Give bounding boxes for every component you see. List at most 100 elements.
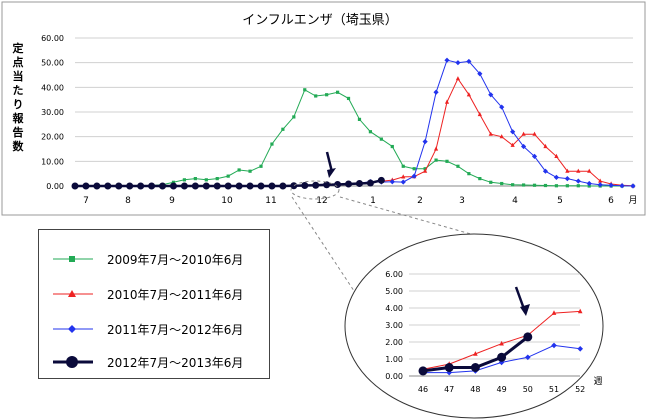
data-point [180, 182, 188, 190]
data-point [477, 111, 482, 117]
data-point [334, 181, 342, 189]
data-point [323, 181, 331, 189]
data-point [423, 168, 428, 173]
inset-y-tick-label: 0.00 [385, 372, 403, 381]
main-x-unit: 月 [628, 195, 637, 206]
data-point [510, 129, 516, 135]
data-point [564, 176, 570, 182]
inset-y-tick-label: 2.00 [385, 338, 403, 347]
inset-chart-frame [344, 233, 604, 419]
data-point [470, 363, 480, 372]
data-point [93, 182, 101, 190]
data-point [542, 168, 549, 174]
legend-marker-square [53, 256, 93, 262]
zoom-connector-right [339, 196, 493, 241]
data-point [355, 180, 363, 188]
data-point [511, 183, 515, 187]
data-point [246, 182, 254, 190]
data-point [368, 130, 373, 134]
legend-item: 2012年7月～2013年6月 [39, 347, 269, 377]
data-point [191, 182, 199, 190]
main-chart-title: インフルエンザ（埼玉県） [242, 13, 398, 28]
data-point [467, 172, 471, 176]
arrow-shaft [325, 151, 334, 173]
main-x-tick-label: 12 [316, 196, 327, 206]
inset-series [418, 308, 583, 376]
data-point [169, 182, 177, 190]
data-point [456, 164, 460, 168]
main-series [71, 57, 636, 190]
data-point [608, 182, 614, 188]
data-point [346, 96, 351, 101]
data-point [357, 117, 362, 121]
data-point [619, 183, 625, 189]
data-point [521, 183, 526, 187]
data-point [488, 131, 493, 136]
main-y-tick-label: 10.00 [41, 157, 64, 166]
main-y-tick-label: 50.00 [41, 59, 64, 68]
legend-item: 2011年7月～2012年6月 [39, 314, 269, 344]
main-y-tick-label: 0.00 [46, 182, 64, 191]
legend-item: 2009年7月～2010年6月 [39, 244, 269, 274]
main-x-tick-label: 1 [370, 196, 376, 206]
inset-x-tick-label: 50 [523, 385, 533, 394]
data-point [301, 182, 309, 190]
main-x-tick-label: 10 [221, 196, 233, 206]
inset-y-ticks: 0.00 1.00 2.00 3.00 4.00 5.00 6.00 [385, 270, 403, 381]
legend-label: 2012年7月～2013年6月 [107, 356, 244, 370]
data-point [325, 93, 329, 97]
inset-x-tick-label: 46 [418, 385, 428, 394]
data-point [237, 168, 241, 172]
data-point [281, 127, 285, 131]
main-y-axis-label-char: 報 [13, 111, 25, 125]
data-point [525, 354, 531, 361]
main-x-tick-label: 2 [417, 196, 423, 206]
data-point [587, 168, 592, 173]
data-point [377, 176, 385, 184]
legend: 2009年7月～2010年6月 2010年7月～2011年6月 2011年7月～… [38, 229, 270, 379]
data-point [248, 169, 252, 173]
data-point [202, 182, 210, 190]
data-point [390, 144, 394, 149]
arrow-head [327, 168, 336, 178]
data-point [444, 57, 450, 63]
data-point [71, 182, 79, 190]
data-point [182, 178, 187, 182]
data-point [412, 167, 416, 171]
data-point [531, 153, 538, 159]
data-point [148, 182, 156, 190]
data-point [598, 178, 603, 183]
data-point [565, 184, 569, 188]
data-point [444, 99, 450, 104]
data-point [532, 131, 537, 136]
inset-y-tick-label: 1.00 [385, 355, 403, 364]
data-point [577, 308, 583, 314]
data-point [455, 60, 461, 66]
data-point [554, 184, 559, 188]
data-point [213, 182, 221, 190]
data-point [171, 180, 176, 184]
data-point [411, 173, 417, 179]
data-point [82, 182, 90, 190]
data-point [466, 58, 472, 65]
data-point [520, 143, 527, 150]
series-line [75, 89, 633, 187]
data-point [303, 88, 307, 92]
data-point [401, 174, 406, 179]
data-point [446, 369, 452, 376]
zoom-region-marker [290, 180, 340, 200]
data-point [379, 137, 383, 141]
data-point [577, 346, 583, 352]
arrow-head [520, 304, 530, 316]
data-point [489, 180, 493, 184]
data-point [499, 134, 504, 139]
main-y-axis-label-char: り [13, 98, 24, 111]
data-point [510, 142, 515, 147]
main-y-ticks: 0.00 10.00 20.00 30.00 40.00 50.00 60.00 [41, 34, 64, 191]
data-point [630, 183, 636, 189]
inset-x-tick-label: 51 [549, 385, 559, 394]
main-y-axis-label-char: 数 [13, 139, 25, 153]
legend-item: 2010年7月～2011年6月 [39, 279, 269, 309]
inset-y-tick-label: 3.00 [385, 321, 403, 330]
data-point [268, 182, 276, 190]
